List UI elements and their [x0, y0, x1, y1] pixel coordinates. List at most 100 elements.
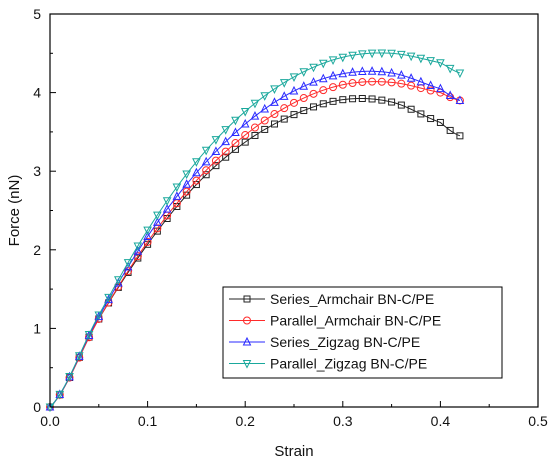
data-point — [348, 67, 357, 76]
data-point — [153, 211, 162, 221]
data-point — [426, 86, 435, 95]
y-tick-label: 4 — [33, 85, 41, 101]
data-point — [310, 103, 318, 111]
data-point — [211, 156, 220, 165]
legend-item: Series_Armchair BN-C/PE — [229, 291, 434, 307]
data-point — [368, 95, 376, 103]
data-point — [387, 78, 396, 87]
y-tick-label: 0 — [33, 399, 41, 415]
data-point — [162, 203, 172, 213]
data-point — [251, 131, 259, 139]
data-point — [280, 115, 288, 123]
data-point — [270, 85, 279, 95]
x-tick-label: 0.3 — [333, 413, 353, 429]
data-point — [406, 73, 416, 82]
x-tick-label: 0.4 — [431, 413, 451, 429]
data-point — [260, 103, 270, 113]
data-point — [260, 92, 270, 101]
data-point — [143, 231, 152, 240]
data-point — [319, 100, 327, 108]
data-point — [65, 372, 74, 382]
data-point — [290, 111, 298, 119]
data-point — [260, 116, 269, 125]
data-point — [299, 94, 308, 103]
data-point — [388, 98, 396, 106]
data-point — [338, 68, 348, 78]
data-point — [270, 110, 279, 119]
data-point — [222, 153, 230, 161]
data-point — [329, 97, 337, 105]
data-point — [182, 187, 191, 196]
x-tick-label: 0.5 — [528, 413, 548, 429]
legend-marker — [243, 295, 251, 303]
data-point — [406, 52, 416, 62]
legend-item: Series_Zigzag BN-C/PE — [229, 334, 420, 350]
data-point — [377, 77, 386, 86]
data-point — [358, 78, 367, 87]
data-point — [290, 98, 298, 107]
data-point — [240, 118, 250, 128]
legend: Series_Armchair BN-C/PE Parallel_Armchair… — [222, 286, 503, 379]
legend-item: Parallel_Zigzag BN-C/PE — [229, 356, 427, 372]
data-point — [377, 66, 387, 76]
data-point — [446, 126, 454, 134]
data-point — [172, 191, 182, 200]
data-point — [289, 73, 299, 82]
x-tick-label: 0.0 — [40, 413, 60, 429]
legend-label: Parallel_Zigzag BN-C/PE — [270, 356, 427, 372]
data-point — [338, 80, 347, 89]
data-point — [211, 146, 221, 155]
y-tick-label: 2 — [33, 242, 41, 258]
data-point — [397, 79, 406, 88]
data-point — [426, 57, 435, 66]
data-point — [221, 136, 230, 146]
data-point — [182, 170, 191, 180]
data-point — [84, 330, 94, 340]
data-point — [280, 104, 289, 113]
data-point — [279, 79, 289, 88]
data-point — [436, 83, 445, 93]
data-point — [202, 166, 211, 175]
data-point — [172, 183, 182, 193]
data-point — [192, 167, 201, 177]
data-point — [231, 127, 240, 137]
data-point — [427, 115, 435, 123]
data-point — [455, 95, 465, 104]
data-point — [397, 101, 405, 109]
data-point — [143, 226, 152, 236]
data-point — [104, 293, 113, 303]
series-line — [49, 52, 461, 408]
data-point — [94, 311, 104, 321]
data-point — [299, 68, 309, 77]
data-point — [397, 50, 406, 60]
data-point — [153, 217, 162, 226]
series-line — [49, 81, 461, 408]
data-point — [133, 246, 143, 255]
legend-item: Parallel_Armchair BN-C/PE — [229, 313, 441, 329]
data-point — [358, 50, 367, 60]
data-point — [329, 83, 338, 92]
data-point — [192, 158, 201, 167]
y-tick-label: 3 — [33, 163, 41, 179]
data-point — [211, 136, 221, 145]
legend-marker — [242, 360, 252, 369]
data-point — [328, 70, 338, 80]
data-point — [445, 64, 455, 74]
data-point — [368, 77, 377, 86]
y-tick-label: 5 — [33, 6, 41, 22]
legend-marker — [242, 336, 252, 346]
data-point — [270, 120, 278, 128]
x-tick-label: 0.1 — [138, 413, 158, 429]
legend-marker — [243, 316, 251, 325]
data-point — [300, 107, 308, 115]
y-axis-title: Force (nN) — [6, 175, 23, 247]
data-point — [231, 139, 240, 148]
legend-label: Parallel_Armchair BN-C/PE — [270, 313, 441, 329]
data-point — [55, 390, 65, 400]
data-point — [123, 259, 133, 268]
data-point — [133, 242, 143, 252]
data-point — [338, 53, 348, 63]
axes-layer: 0.0 0.1 0.2 0.3 0.4 0.5 0 1 2 3 4 5 — [33, 6, 548, 429]
data-point — [377, 49, 387, 59]
